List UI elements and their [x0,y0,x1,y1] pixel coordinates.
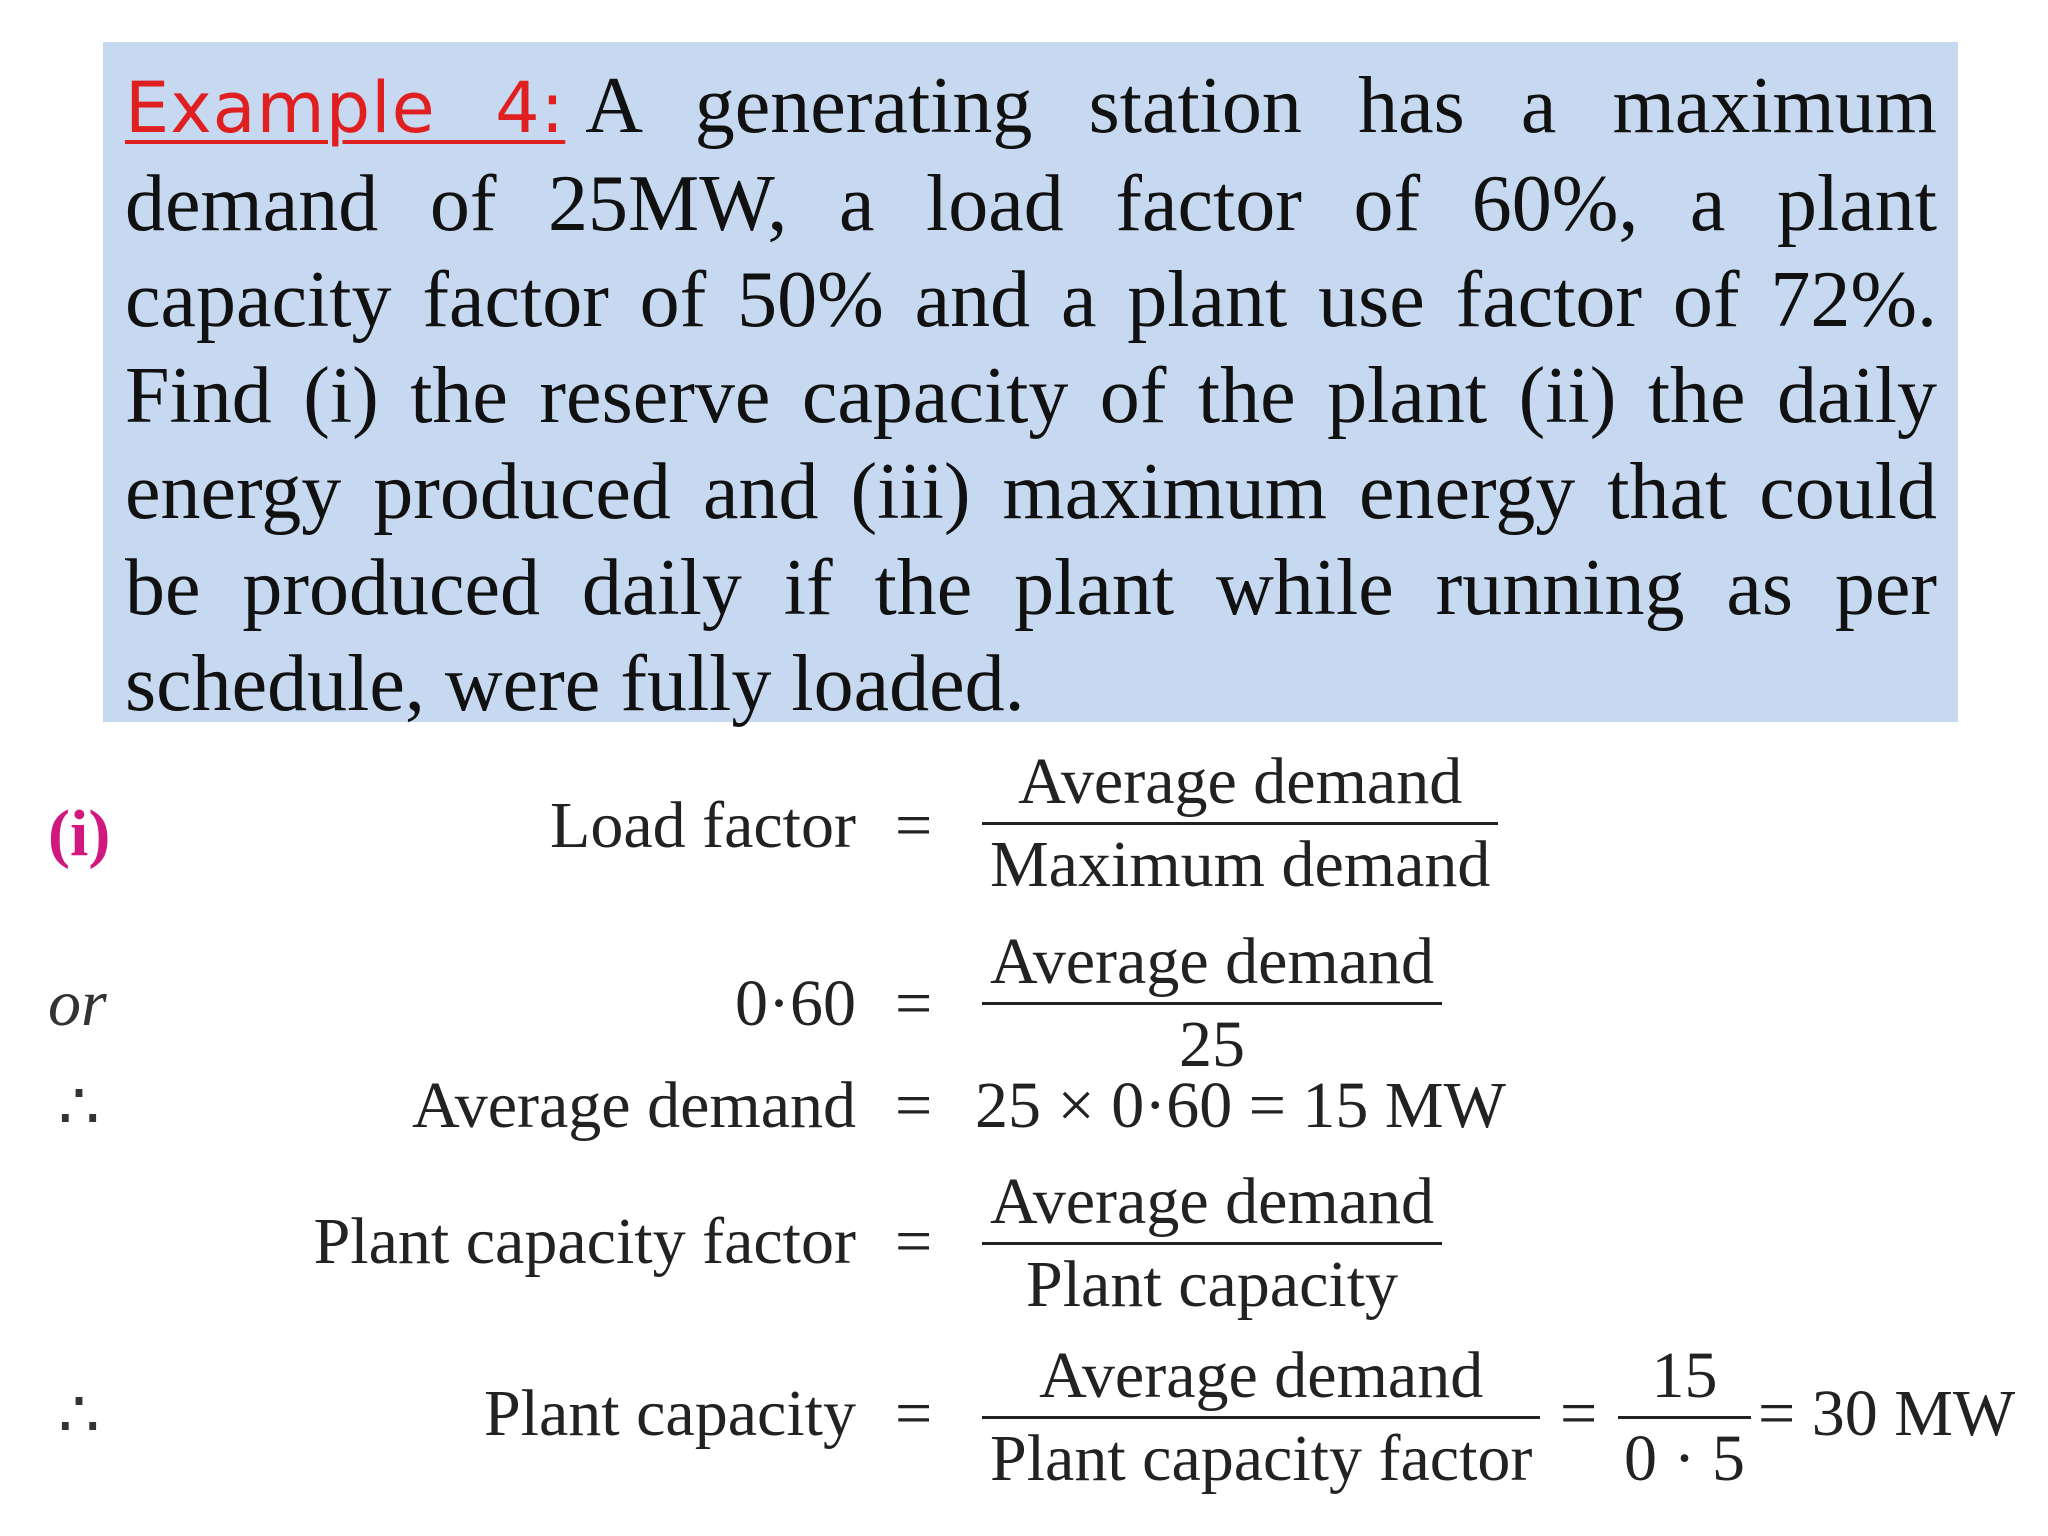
numerator: Average demand [990,1165,1435,1238]
denominator: Plant capacity [1026,1248,1399,1321]
numerator: Average demand [1039,1339,1484,1412]
load-factor-lhs: Load factor [550,789,856,862]
fraction-bar [982,822,1499,825]
fraction-bar [982,1242,1443,1245]
example-label: Example 4: [125,67,566,149]
equals-sign: = [895,1205,933,1278]
therefore-symbol: ∴ [58,1071,100,1144]
plant-capacity-lhs: Plant capacity [483,1377,856,1450]
equals-sign: = [895,1069,933,1142]
average-demand-result: 25 × 0·60 = 15 MW [975,1069,1506,1142]
therefore-symbol: ∴ [58,1379,100,1452]
fraction-bar [982,1416,1541,1419]
fraction-bar [982,1002,1443,1005]
problem-statement-box: Example 4: A generating station has a max… [103,42,1958,728]
equals-sign: = [895,1377,933,1450]
denominator: 25 [1179,1008,1246,1081]
avg-demand-over-25: Average demand 25 [982,922,1443,1085]
equals-sign: = [895,789,933,862]
problem-text: A generating station has a maximum deman… [125,62,1938,728]
denominator: Plant capacity factor [990,1422,1533,1495]
plant-capacity-factor-lhs: Plant capacity factor [313,1205,856,1278]
equals-sign: = [895,967,933,1040]
average-demand-lhs: Average demand [411,1069,856,1142]
plant-capacity-result: = 30 MW [1758,1377,2016,1450]
part-marker: (i) [48,797,111,870]
plant-capacity-fraction: Average demand Plant capacity factor [982,1336,1541,1499]
fraction-bar [1618,1416,1751,1419]
zero-sixty-lhs: 0·60 [735,967,856,1040]
numerator: Average demand [990,925,1435,998]
load-factor-fraction: Average demand Maximum demand [982,742,1499,905]
equals-sign: = [1560,1377,1598,1450]
problem-statement: Example 4: A generating station has a max… [125,58,1937,732]
denominator: 0 · 5 [1624,1422,1745,1495]
denominator: Maximum demand [990,828,1491,901]
plant-capacity-factor-fraction: Average demand Plant capacity [982,1162,1443,1325]
or-label: or [48,967,107,1040]
numerator: Average demand [1018,745,1463,818]
fifteen-over-half: 15 0 · 5 [1618,1336,1751,1499]
numerator: 15 [1651,1339,1718,1412]
